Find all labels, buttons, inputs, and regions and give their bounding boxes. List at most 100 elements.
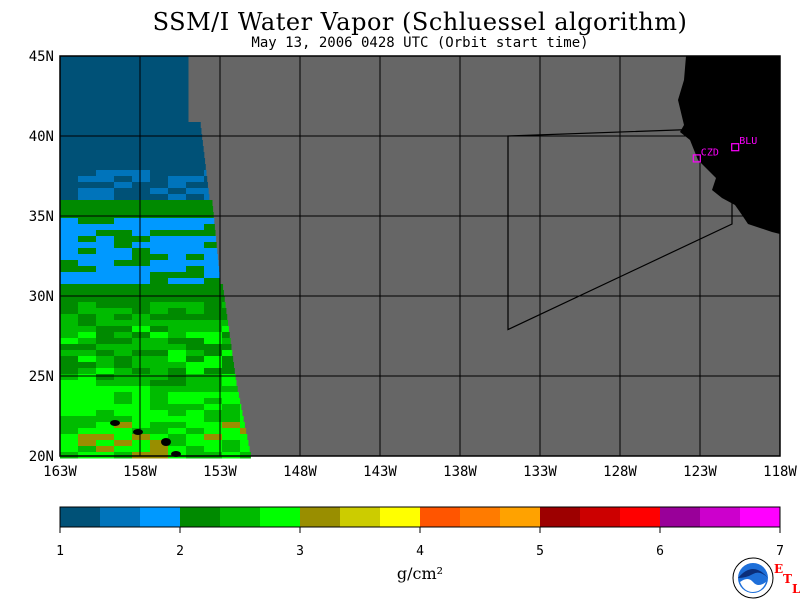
- swath-cell: [114, 260, 133, 267]
- swath-cell: [222, 320, 229, 327]
- swath-cell: [60, 176, 79, 183]
- swath-cell: [114, 392, 133, 399]
- swath-cell: [114, 68, 133, 75]
- swath-cell: [114, 362, 133, 369]
- swath-cell: [132, 392, 151, 399]
- swath-cell: [204, 314, 223, 321]
- swath-cell: [96, 374, 115, 381]
- swath-cell: [96, 212, 115, 219]
- swath-cell: [204, 332, 223, 339]
- swath-cell: [60, 158, 79, 165]
- swath-cell: [60, 332, 79, 339]
- colorbar-swatch: [100, 507, 141, 527]
- swath-cell: [186, 182, 205, 189]
- swath-cell: [132, 152, 151, 159]
- swath-cell: [132, 116, 151, 123]
- swath-cell: [150, 152, 169, 159]
- swath-cell: [150, 374, 169, 381]
- swath-cell: [132, 410, 151, 417]
- swath-cell: [204, 182, 208, 189]
- swath-cell: [132, 236, 151, 243]
- swath-cell: [78, 284, 97, 291]
- swath-cell: [150, 98, 169, 105]
- swath-cell: [150, 338, 169, 345]
- swath-cell: [186, 68, 189, 75]
- swath-cell: [168, 254, 187, 261]
- swath-cell: [204, 302, 223, 309]
- swath-cell: [114, 266, 133, 273]
- swath-cell: [132, 74, 151, 81]
- swath-cell: [168, 428, 187, 435]
- swath-cell: [114, 386, 133, 393]
- swath-cell: [222, 422, 241, 429]
- island: [161, 438, 171, 446]
- swath-cell: [132, 134, 151, 141]
- swath-cell: [78, 62, 97, 69]
- swath-cell: [132, 140, 151, 147]
- swath-cell: [168, 122, 187, 129]
- swath-cell: [204, 338, 223, 345]
- swath-cell: [150, 362, 169, 369]
- swath-cell: [96, 266, 115, 273]
- swath-cell: [96, 314, 115, 321]
- swath-cell: [114, 254, 133, 261]
- lon-tick-label: 163W: [43, 464, 77, 480]
- swath-cell: [96, 170, 115, 177]
- swath-cell: [168, 296, 187, 303]
- swath-cell: [168, 362, 187, 369]
- swath-cell: [132, 308, 151, 315]
- swath-cell: [150, 272, 169, 279]
- swath-cell: [186, 248, 205, 255]
- swath-cell: [60, 254, 79, 261]
- swath-cell: [132, 284, 151, 291]
- swath-cell: [168, 218, 187, 225]
- swath-cell: [186, 338, 205, 345]
- swath-cell: [168, 248, 187, 255]
- swath-cell: [78, 338, 97, 345]
- swath-cell: [204, 278, 221, 285]
- swath-cell: [78, 254, 97, 261]
- swath-cell: [186, 176, 205, 183]
- swath-cell: [114, 434, 133, 441]
- swath-cell: [186, 152, 205, 159]
- domain-polygon: [507, 127, 733, 331]
- land-polygon: [678, 56, 780, 234]
- swath-cell: [186, 92, 189, 99]
- noaa-logo: [730, 556, 776, 604]
- swath-cell: [114, 56, 133, 63]
- swath-cell: [186, 188, 205, 195]
- swath-cell: [150, 170, 169, 177]
- swath-cell: [204, 188, 209, 195]
- swath-cell: [132, 62, 151, 69]
- swath-cell: [114, 128, 133, 135]
- water-vapor-swath: [60, 56, 780, 459]
- swath-cell: [150, 296, 169, 303]
- swath-cell: [132, 398, 151, 405]
- swath-cell: [114, 356, 133, 363]
- swath-cell: [78, 134, 97, 141]
- swath-cell: [60, 122, 79, 129]
- swath-cell: [186, 236, 205, 243]
- swath-cell: [150, 368, 169, 375]
- swath-cell: [186, 332, 205, 339]
- swath-cell: [60, 134, 79, 141]
- swath-cell: [96, 278, 115, 285]
- swath-cell: [150, 218, 169, 225]
- swath-cell: [168, 170, 187, 177]
- swath-cell: [168, 356, 187, 363]
- swath-cell: [96, 254, 115, 261]
- swath-cell: [114, 92, 133, 99]
- swath-cell: [222, 440, 241, 447]
- swath-cell: [78, 308, 97, 315]
- swath-cell: [240, 404, 242, 411]
- swath-cell: [114, 164, 133, 171]
- swath-cell: [78, 278, 97, 285]
- swath-cell: [150, 386, 169, 393]
- swath-cell: [186, 326, 205, 333]
- swath-cell: [186, 86, 189, 93]
- colorbar-swatch: [420, 507, 461, 527]
- swath-cell: [96, 68, 115, 75]
- swath-cell: [114, 80, 133, 87]
- colorbar-units: g/cm²: [396, 564, 444, 583]
